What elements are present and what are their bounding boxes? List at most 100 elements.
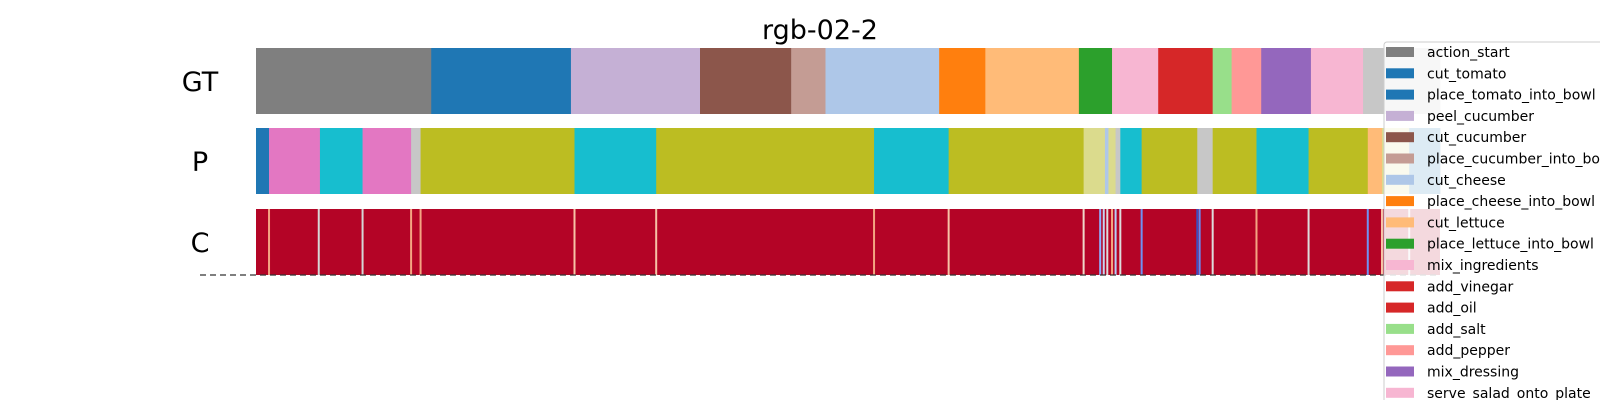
- legend-label: add_vinegar: [1427, 279, 1513, 295]
- legend-item: place_cucumber_into_bowl: [1386, 152, 1600, 168]
- legend-item: add_pepper: [1386, 343, 1510, 359]
- confidence-mark: [1196, 209, 1199, 275]
- segment: [1120, 128, 1143, 194]
- legend-label: cut_lettuce: [1427, 215, 1505, 231]
- legend-item: mix_dressing: [1386, 365, 1519, 381]
- row-label: P: [192, 147, 208, 178]
- segment: [1231, 48, 1262, 114]
- confidence-mark: [1082, 209, 1085, 275]
- legend-label: peel_cucumber: [1427, 109, 1534, 125]
- segment: [570, 48, 701, 114]
- legend-label: add_salt: [1427, 322, 1486, 338]
- segment: [1256, 128, 1309, 194]
- segment: [985, 48, 1080, 114]
- legend-item: peel_cucumber: [1386, 109, 1534, 125]
- segment: [874, 128, 950, 194]
- legend-swatch: [1386, 238, 1414, 249]
- legend-label: place_cucumber_into_bowl: [1427, 152, 1600, 168]
- segment: [1141, 128, 1198, 194]
- legend-swatch: [1386, 132, 1414, 143]
- legend-swatch: [1386, 345, 1414, 356]
- segment: [939, 48, 986, 114]
- legend-swatch: [1386, 260, 1414, 270]
- confidence-mark: [1111, 209, 1114, 275]
- legend-item: add_salt: [1386, 322, 1486, 338]
- legend-item: mix_ingredients: [1386, 258, 1539, 274]
- segment: [1310, 48, 1364, 114]
- segment: [1108, 128, 1116, 194]
- legend-swatch: [1386, 174, 1414, 185]
- legend-item: place_cheese_into_bowl: [1386, 194, 1595, 210]
- legend-swatch: [1386, 110, 1414, 121]
- confidence-mark: [1307, 209, 1310, 275]
- confidence-mark: [1255, 209, 1258, 275]
- timeline-rows: GT P C: [182, 48, 1441, 275]
- confidence-mark: [1211, 209, 1214, 275]
- segment: [825, 48, 940, 114]
- legend-label: action_start: [1427, 45, 1510, 61]
- confidence-mark: [1099, 209, 1102, 275]
- segment: [1261, 48, 1312, 114]
- confidence-mark: [873, 209, 876, 275]
- segment: [574, 128, 657, 194]
- legend-item: cut_tomato: [1386, 66, 1506, 82]
- legend-label: cut_cucumber: [1427, 130, 1526, 146]
- legend-label: mix_dressing: [1427, 365, 1519, 381]
- segment: [700, 48, 792, 114]
- segment: [1115, 128, 1121, 194]
- confidence-mark: [419, 209, 422, 275]
- legend-swatch: [1386, 89, 1414, 100]
- legend-item: cut_cucumber: [1386, 130, 1526, 146]
- segment: [256, 128, 270, 194]
- legend-item: place_tomato_into_bowl: [1386, 88, 1596, 104]
- legend-swatch: [1386, 281, 1414, 292]
- legend-item: add_oil: [1386, 301, 1477, 317]
- legend-swatch: [1386, 68, 1414, 79]
- row-background: [256, 209, 1440, 275]
- legend-swatch: [1386, 196, 1414, 207]
- legend-label: cut_cheese: [1427, 173, 1506, 189]
- legend: action_start cut_tomato place_tomato_into_…: [1383, 41, 1600, 400]
- row-label: GT: [182, 67, 219, 98]
- confidence-mark: [268, 209, 271, 275]
- confidence-mark: [1366, 209, 1369, 275]
- confidence-mark: [655, 209, 658, 275]
- confidence-mark: [361, 209, 364, 275]
- legend-swatch: [1386, 387, 1414, 398]
- confidence-mark: [573, 209, 576, 275]
- legend-label: place_cheese_into_bowl: [1427, 194, 1595, 210]
- legend-swatch: [1386, 302, 1414, 313]
- segment: [1367, 128, 1383, 194]
- legend-item: cut_cheese: [1386, 173, 1506, 189]
- segment: [791, 48, 826, 114]
- row-p: P: [192, 128, 1441, 194]
- legend-label: cut_tomato: [1427, 66, 1506, 82]
- legend-frame: [1383, 41, 1600, 400]
- legend-label: add_oil: [1427, 301, 1477, 317]
- legend-swatch: [1386, 217, 1414, 228]
- legend-swatch: [1386, 153, 1414, 164]
- confidence-mark: [1198, 209, 1201, 275]
- confidence-mark: [1102, 209, 1105, 275]
- segment: [948, 128, 1085, 194]
- legend-label: place_lettuce_into_bowl: [1427, 237, 1594, 253]
- chart-title: rgb-02-2: [762, 15, 878, 46]
- confidence-mark: [317, 209, 320, 275]
- segment: [1197, 128, 1214, 194]
- confidence-mark: [1380, 209, 1383, 275]
- segment: [420, 128, 575, 194]
- legend-item: cut_lettuce: [1386, 215, 1505, 231]
- legend-label: add_pepper: [1427, 343, 1510, 359]
- segment: [256, 48, 432, 114]
- legend-swatch: [1386, 366, 1414, 377]
- legend-item: action_start: [1386, 45, 1510, 61]
- confidence-mark: [1114, 209, 1117, 275]
- legend-swatch: [1386, 323, 1414, 334]
- segment: [1083, 128, 1106, 194]
- row-c: C: [191, 209, 1440, 275]
- row-label: C: [191, 228, 210, 259]
- segment: [431, 48, 572, 114]
- segment: [1308, 128, 1369, 194]
- segment: [1212, 48, 1233, 114]
- confidence-mark: [947, 209, 950, 275]
